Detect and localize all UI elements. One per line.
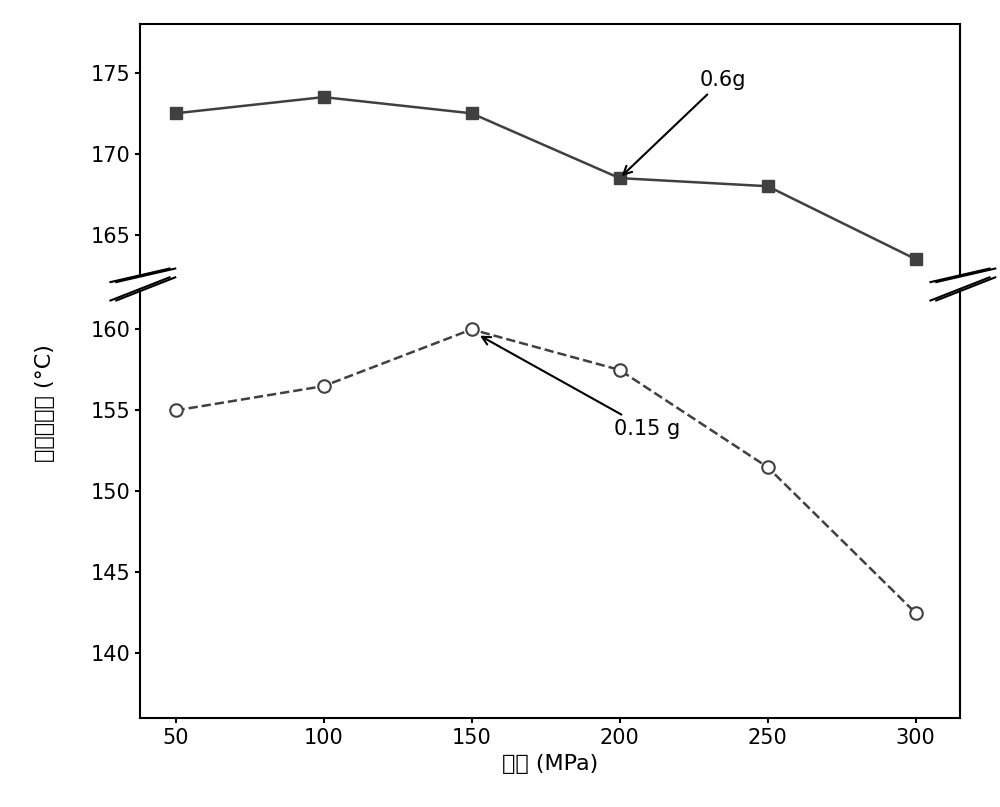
Text: 0.15 g: 0.15 g (482, 337, 680, 439)
X-axis label: 压力 (MPa): 压力 (MPa) (502, 754, 598, 773)
Text: 去极化温度 (°C): 去极化温度 (°C) (35, 345, 55, 462)
Text: 0.6g: 0.6g (623, 69, 746, 174)
